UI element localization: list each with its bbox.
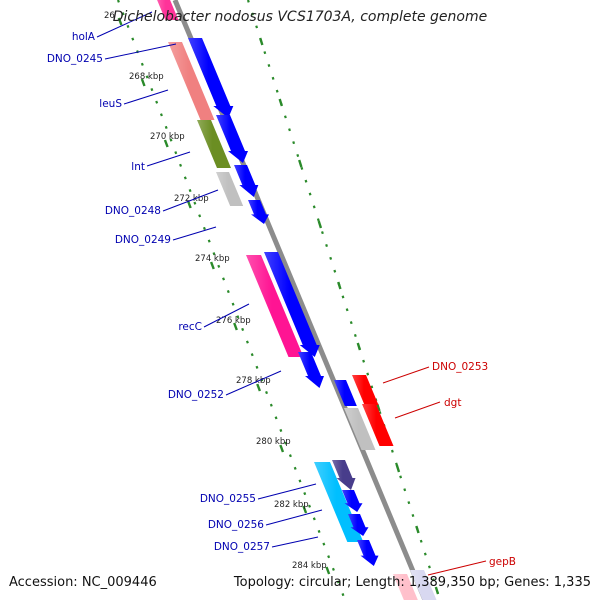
label-leader-line: [257, 483, 317, 500]
accession-text: Accession: NC_009446: [9, 575, 157, 590]
features-layer: [157, 0, 437, 600]
kbp-tick-label: 272 kbp: [174, 194, 209, 204]
feature-cog-lnt: [197, 120, 231, 168]
gene-label-dno_0256: DNO_0256: [208, 519, 264, 531]
feature-cds-dno_0257: [357, 540, 379, 566]
kbp-tick-label: 282 kbp: [274, 500, 309, 510]
feature-cds-dno_0249: [264, 252, 320, 357]
kbp-tick-label: 274 kbp: [195, 254, 230, 264]
inner-kbp-tick: [186, 200, 192, 209]
feature-cds-recc: [298, 352, 324, 388]
gene-label-gepb: gepB: [489, 556, 516, 568]
outer-kbp-tick: [356, 342, 362, 351]
feature-cds-dno_0255: [342, 490, 363, 512]
gene-label-dno_0257: DNO_0257: [214, 541, 270, 553]
feature-cog-dno_0253: [352, 375, 379, 405]
label-leader-line: [382, 366, 430, 384]
labels-layer: 26 268 kbp 270 kbp 272 kbp 274 kbp 276 kbp 278…: [47, 11, 516, 576]
feature-cog-leus: [168, 42, 215, 120]
gene-label-hola: holA: [72, 31, 96, 43]
label-leader-line: [162, 189, 219, 212]
feature-cog-hola: [157, 0, 179, 20]
label-leader-line: [104, 43, 177, 60]
feature-cog-recc: [246, 255, 304, 357]
label-leader-line: [265, 509, 323, 526]
inner-kbp-tick: [302, 505, 308, 514]
gene-label-dno_0248: DNO_0248: [105, 205, 161, 217]
feature-cog-dgt: [314, 462, 364, 542]
gene-label-dno_0249: DNO_0249: [115, 234, 171, 246]
feature-cds-dno_0252: [334, 380, 357, 406]
gene-label-lnt: lnt: [131, 161, 145, 173]
feature-cog-gepb: [410, 570, 437, 600]
gene-label-dno_0255: DNO_0255: [200, 493, 256, 505]
kbp-tick-label: 280 kbp: [256, 437, 291, 447]
outer-kbp-tick: [259, 37, 264, 46]
label-leader-line: [172, 226, 217, 241]
inner-kbp-tick: [256, 383, 262, 392]
summary-text: Topology: circular; Length: 1,389,350 bp…: [233, 575, 591, 590]
outer-kbp-tick: [317, 220, 323, 229]
outer-kbp-tick: [395, 464, 401, 473]
label-leader-line: [394, 401, 441, 419]
inner-kbp-tick: [209, 261, 215, 270]
label-leader-line: [96, 11, 153, 38]
kbp-tick-label: 270 kbp: [150, 132, 185, 142]
outer-kbp-tick: [298, 159, 303, 168]
outer-kbp-tick: [376, 403, 381, 412]
feature-cog-dno_0253: [344, 408, 376, 450]
map-title: Dichelobacter nodosus VCS1703A, complete…: [112, 9, 488, 25]
label-leader-line: [203, 303, 250, 328]
feature-cds-lnt: [234, 165, 259, 197]
label-leader-line: [427, 560, 487, 576]
kbp-tick-label: 268 kbp: [129, 72, 164, 82]
gene-label-dno_0245: DNO_0245: [47, 53, 103, 65]
inner-kbp-tick: [117, 17, 123, 26]
outer-kbp-tick: [278, 98, 284, 107]
inner-tick-ring: [116, 0, 347, 600]
outer-kbp-tick: [337, 281, 342, 290]
outer-kbp-tick: [415, 525, 420, 534]
label-leader-line: [146, 151, 191, 167]
feature-cog-dno_0248: [216, 172, 244, 206]
feature-cds-dno_0256: [348, 514, 369, 536]
gene-label-dno_0253: DNO_0253: [432, 361, 488, 373]
inner-kbp-tick: [163, 139, 169, 148]
gene-label-dgt: dgt: [444, 397, 461, 409]
feature-cds-dno_0248: [248, 200, 269, 224]
gene-label-leus: leuS: [99, 98, 122, 110]
inner-kbp-tick: [279, 444, 285, 453]
feature-cog-dgt: [362, 404, 394, 446]
label-leader-line: [271, 536, 319, 548]
gene-label-dno_0252: DNO_0252: [168, 389, 224, 401]
kbp-tick-label: 284 kbp: [292, 561, 327, 571]
kbp-tick-label: 276 kbp: [216, 316, 251, 326]
feature-cds-leus: [216, 115, 248, 163]
feature-cds-dno_0245: [188, 38, 234, 118]
label-leader-line: [225, 370, 282, 396]
inner-kbp-tick: [233, 322, 238, 331]
label-leader-line: [123, 89, 169, 105]
kbp-tick-label: 26: [104, 11, 115, 21]
feature-cog-dno_0255: [332, 460, 356, 490]
kbp-tick-label: 278 kbp: [236, 376, 271, 386]
feature-cog-gepb: [393, 574, 418, 600]
outer-kbp-tick: [434, 586, 440, 595]
inner-kbp-tick: [140, 78, 146, 87]
gene-label-recc: recC: [178, 321, 202, 333]
inner-kbp-tick: [325, 566, 331, 575]
